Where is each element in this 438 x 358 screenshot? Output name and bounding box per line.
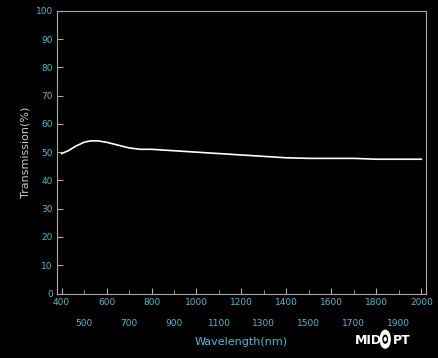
Text: 1300: 1300	[252, 319, 275, 328]
Circle shape	[382, 335, 387, 343]
Text: 1900: 1900	[386, 319, 410, 328]
Text: 700: 700	[120, 319, 138, 328]
Text: 1100: 1100	[207, 319, 230, 328]
Text: 900: 900	[165, 319, 182, 328]
Text: MID: MID	[354, 334, 381, 347]
Circle shape	[379, 330, 389, 348]
Y-axis label: Transmission(%): Transmission(%)	[20, 106, 30, 198]
X-axis label: Wavelength(nm): Wavelength(nm)	[194, 337, 287, 347]
Text: PT: PT	[392, 334, 410, 347]
Text: 1700: 1700	[342, 319, 364, 328]
Text: 1500: 1500	[297, 319, 320, 328]
Circle shape	[384, 338, 385, 341]
Text: 500: 500	[75, 319, 92, 328]
